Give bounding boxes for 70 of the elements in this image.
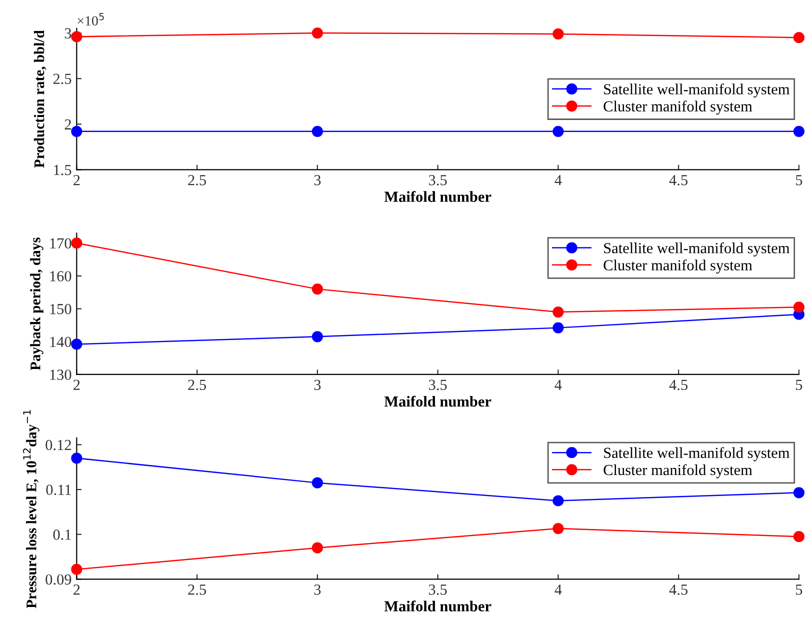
- x-tick-label: 3: [314, 380, 321, 390]
- x-tick-label: 4.5: [669, 380, 688, 390]
- y-tick-label: 2: [64, 119, 71, 130]
- x-tick-label: 4.5: [669, 175, 688, 186]
- x-tick-label: 4: [554, 380, 562, 390]
- y-axis-title: Production rate, bbl/d: [34, 30, 46, 168]
- y-tick-label: 150: [50, 304, 72, 314]
- x-tick-label: 2.5: [188, 584, 206, 595]
- x-tick-label: 4: [554, 175, 562, 186]
- x-tick-label: 2.5: [188, 175, 206, 186]
- point: [552, 322, 564, 334]
- y-tick-label: 160: [50, 271, 72, 282]
- legend-label: Satellite well-manifold system: [604, 242, 790, 256]
- point: [552, 522, 564, 534]
- legend-label: Satellite well-manifold system: [604, 84, 790, 98]
- y-tick-label: 2.5: [53, 74, 72, 84]
- legend-label: Cluster manifold system: [604, 464, 752, 478]
- x-tick-label: 3.5: [428, 175, 447, 186]
- x-axis-title: Maifold number: [384, 600, 492, 612]
- point: [71, 126, 82, 137]
- point: [793, 487, 804, 498]
- x-tick-label: 4.5: [669, 584, 688, 595]
- point: [312, 542, 323, 554]
- x-axis-title: Maifold number: [384, 396, 492, 407]
- y-tick-label: 3: [64, 28, 72, 38]
- point: [793, 531, 804, 542]
- y-tick-label: 0.09: [46, 574, 72, 585]
- x-tick-label: 5: [796, 175, 802, 186]
- y-tick-label: 1.5: [54, 164, 72, 176]
- point: [71, 238, 82, 249]
- point: [312, 331, 323, 342]
- x-tick-label: 3: [314, 175, 321, 186]
- point: [793, 302, 804, 313]
- point: [71, 31, 82, 42]
- point: [552, 126, 564, 137]
- point: [793, 32, 804, 44]
- point: [71, 564, 82, 575]
- point: [552, 306, 564, 318]
- point: [552, 495, 564, 506]
- legend-label: Cluster manifold system: [604, 260, 752, 274]
- y-tick-label: 0.12: [46, 440, 71, 450]
- legend-label: Cluster manifold system: [604, 100, 752, 115]
- point: [312, 126, 323, 137]
- x-tick-label: 5: [796, 584, 802, 595]
- y-tick-label: 0.11: [46, 484, 71, 496]
- point: [793, 126, 804, 137]
- y-tick-label: 170: [50, 238, 72, 249]
- y-axis-title: Pressure loss level E, 10$^{12}$day$^{−1}$: [23, 410, 40, 608]
- x-tick-label: 3.5: [428, 380, 447, 390]
- y-tick-label: 140: [50, 336, 72, 348]
- point: [71, 452, 82, 464]
- legend-label: Satellite well-manifold system: [604, 447, 790, 462]
- x-tick-label: 3: [314, 584, 321, 595]
- text: ×10$^{5}$: [78, 13, 104, 26]
- y-tick-label: 0.1: [53, 530, 71, 540]
- x-tick-label: 2: [74, 175, 80, 186]
- point: [312, 477, 323, 488]
- x-tick-label: 2.5: [188, 380, 206, 390]
- point: [552, 28, 564, 40]
- point: [312, 27, 323, 39]
- point: [71, 338, 82, 350]
- point: [312, 284, 323, 295]
- x-tick-label: 3.5: [428, 584, 447, 595]
- y-axis-title: Payback period, days: [30, 238, 44, 370]
- x-tick-label: 5: [796, 380, 802, 390]
- x-tick-label: 4: [554, 584, 562, 595]
- x-axis-title: Maifold number: [384, 191, 492, 202]
- x-tick-label: 2: [74, 380, 80, 390]
- x-tick-label: 2: [74, 584, 80, 595]
- y-tick-label: 130: [50, 370, 72, 380]
